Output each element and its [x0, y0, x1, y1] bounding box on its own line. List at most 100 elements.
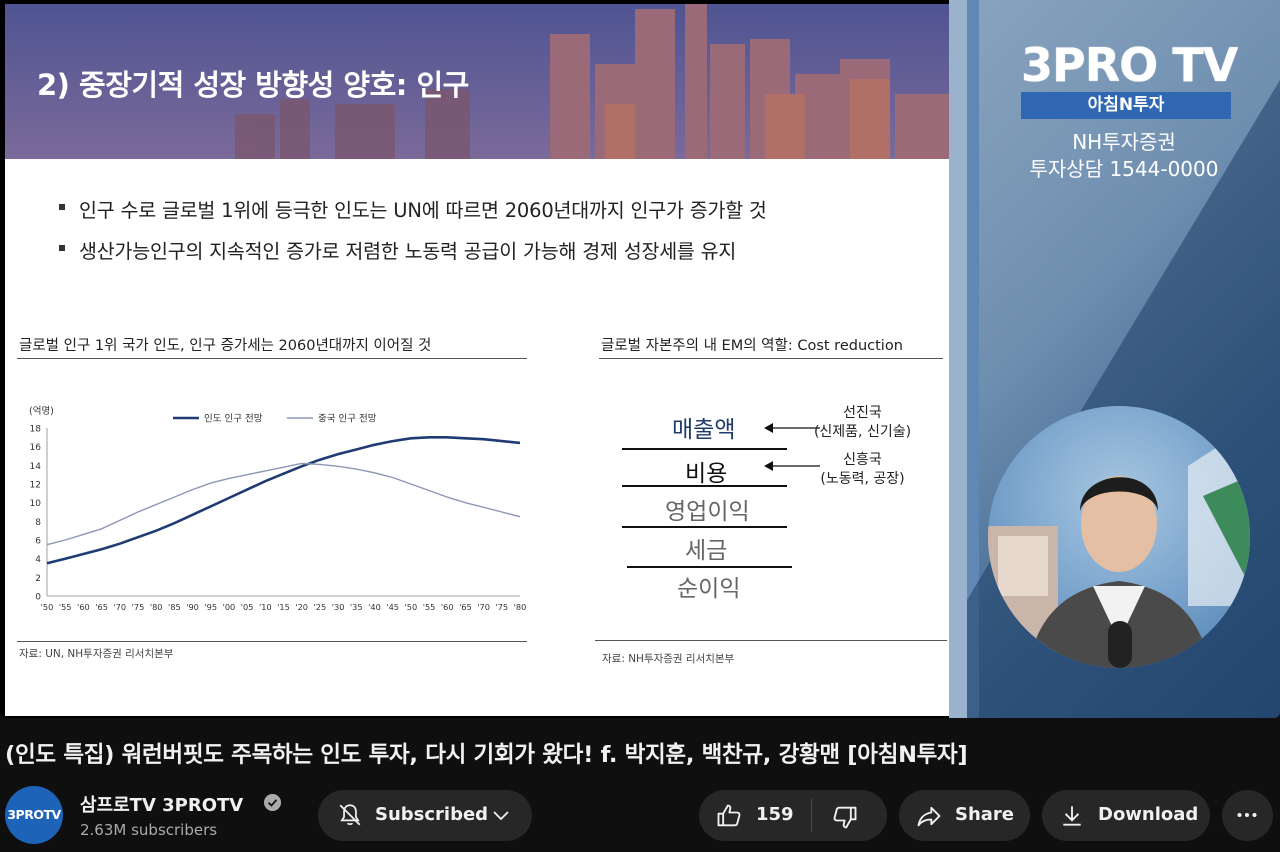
- y-tick-label: 12: [30, 481, 41, 491]
- left-panel-source: 자료: UN, NH투자증권 리서치본부: [19, 648, 174, 660]
- emerging-country-note: 신흥국 (노동력, 공장): [820, 452, 905, 487]
- separator: [811, 799, 812, 832]
- host-video-circle: [988, 406, 1250, 668]
- x-tick-label: '20: [295, 602, 308, 612]
- video-title: (인도 특집) 워런버핏도 주목하는 인도 투자, 다시 기회가 왔다! f. …: [5, 742, 968, 768]
- divider: [17, 641, 527, 642]
- divider: [595, 640, 947, 641]
- legend-label: 인도 인구 전망: [204, 414, 263, 425]
- right-panel-source: 자료: NH투자증권 리서치본부: [602, 653, 735, 665]
- y-tick-label: 0: [35, 593, 41, 603]
- x-tick-label: '55: [423, 602, 436, 612]
- cost-label: 비용: [685, 461, 728, 487]
- x-tick-label: '65: [459, 602, 472, 612]
- developed-country-note: 선진국 (신제품, 신기술): [813, 405, 912, 440]
- x-tick-label: '15: [277, 602, 290, 612]
- x-tick-label: '25: [314, 602, 327, 612]
- verified-check-icon: [264, 794, 281, 811]
- x-tick-label: '35: [350, 602, 363, 612]
- right-panel-title: 글로벌 자본주의 내 EM의 역할: Cost reduction: [601, 338, 903, 354]
- share-label: Share: [955, 804, 1015, 825]
- left-panel-title: 글로벌 인구 1위 국가 인도, 인구 증가세는 2060년대까지 이어질 것: [19, 338, 432, 354]
- y-tick-label: 10: [30, 499, 42, 509]
- operating-profit-label: 영업이익: [665, 499, 750, 525]
- y-axis-label: (억명): [29, 405, 54, 417]
- y-tick-label: 2: [35, 574, 41, 584]
- subscribed-button[interactable]: Subscribed: [318, 790, 532, 841]
- channel-avatar[interactable]: 3PROTV: [5, 786, 63, 844]
- net-income-label: 순이익: [677, 576, 741, 602]
- x-tick-label: '95: [204, 602, 217, 612]
- y-tick-label: 4: [35, 555, 41, 565]
- divider-line: [622, 526, 787, 528]
- y-tick-label: 8: [35, 518, 41, 528]
- y-tick-label: 14: [30, 462, 42, 472]
- y-tick-label: 6: [35, 537, 41, 547]
- x-tick-label: '80: [150, 602, 163, 612]
- slide-banner: 2) 중장기적 성장 방향성 양호: 인구: [5, 4, 949, 159]
- x-tick-label: '85: [168, 602, 181, 612]
- legend-label: 중국 인구 전망: [318, 414, 377, 425]
- x-tick-label: '60: [77, 602, 90, 612]
- sponsor-phone: 투자상담 1544-0000: [1029, 157, 1219, 181]
- x-tick-label: '75: [495, 602, 508, 612]
- bell-off-icon: [339, 804, 361, 826]
- y-tick-label: 16: [30, 443, 42, 453]
- chevron-down-icon: [493, 811, 509, 821]
- x-tick-label: '10: [259, 602, 272, 612]
- thumbs-down-icon[interactable]: [831, 803, 859, 831]
- x-tick-label: '75: [132, 602, 145, 612]
- x-tick-label: '90: [186, 602, 199, 612]
- x-tick-label: '30: [332, 602, 345, 612]
- divider-line: [622, 448, 787, 450]
- like-dislike-group: 159: [699, 790, 887, 841]
- subscriber-count: 2.63M subscribers: [80, 821, 218, 839]
- y-tick-label: 18: [30, 425, 42, 435]
- broadcast-overlay: 3PRO TV 아침N투자 NH투자증권 투자상담 1544-0000: [949, 0, 1280, 718]
- share-arrow-icon: [917, 806, 941, 827]
- program-badge: 아침N투자: [1021, 92, 1231, 119]
- x-tick-label: '00: [223, 602, 236, 612]
- x-tick-label: '45: [386, 602, 399, 612]
- divider: [599, 358, 943, 359]
- like-count[interactable]: 159: [756, 804, 794, 825]
- download-button[interactable]: Download: [1042, 790, 1210, 841]
- share-button[interactable]: Share: [899, 790, 1030, 841]
- bullet-list: 인구 수로 글로벌 1위에 등극한 인도는 UN에 따르면 2060년대까지 인…: [57, 194, 767, 276]
- channel-logo: 3PRO TV: [1021, 38, 1238, 92]
- tax-label: 세금: [685, 538, 728, 564]
- x-tick-label: '70: [113, 602, 126, 612]
- channel-name[interactable]: 삼프로TV 3PROTV: [80, 795, 244, 816]
- slide-title: 2) 중장기적 성장 방향성 양호: 인구: [37, 68, 469, 102]
- arrow-left-icon: [764, 461, 820, 471]
- x-tick-label: '70: [477, 602, 490, 612]
- divider-line: [627, 566, 792, 568]
- x-tick-label: '60: [441, 602, 454, 612]
- host-portrait: [988, 426, 1250, 668]
- x-tick-label: '40: [368, 602, 381, 612]
- bullet-item: 생산가능인구의 지속적인 증가로 저렴한 노동력 공급이 가능해 경제 성장세를…: [57, 235, 767, 264]
- divider: [17, 358, 527, 359]
- more-actions-button[interactable]: [1222, 790, 1273, 841]
- x-tick-label: '80: [514, 602, 527, 612]
- arrow-left-icon: [764, 423, 820, 433]
- x-tick-label: '05: [241, 602, 254, 612]
- x-tick-label: '65: [95, 602, 108, 612]
- revenue-label: 매출액: [672, 417, 736, 443]
- video-player[interactable]: 2) 중장기적 성장 방향성 양호: 인구 인구 수로 글로벌 1위에 등극한 …: [0, 0, 1280, 718]
- download-icon: [1063, 806, 1081, 826]
- x-tick-label: '55: [59, 602, 72, 612]
- city-skyline-image: [5, 4, 949, 159]
- x-tick-label: '50: [405, 602, 418, 612]
- bullet-item: 인구 수로 글로벌 1위에 등극한 인도는 UN에 따르면 2060년대까지 인…: [57, 194, 767, 223]
- series-line-india: [46, 435, 521, 565]
- population-line-chart: (억명) 0 2 4 6 8 10 12 14 16 18 '50 '55 '60 '65 '70 '75 '80…: [29, 405, 527, 612]
- x-tick-label: '50: [41, 602, 54, 612]
- thumbs-up-icon[interactable]: [715, 802, 743, 830]
- subscribed-label: Subscribed: [375, 804, 489, 825]
- sponsor-name: NH투자증권: [1072, 130, 1176, 154]
- download-label: Download: [1098, 804, 1199, 825]
- series-line-china: [46, 462, 521, 546]
- more-horizontal-icon: [1237, 813, 1257, 817]
